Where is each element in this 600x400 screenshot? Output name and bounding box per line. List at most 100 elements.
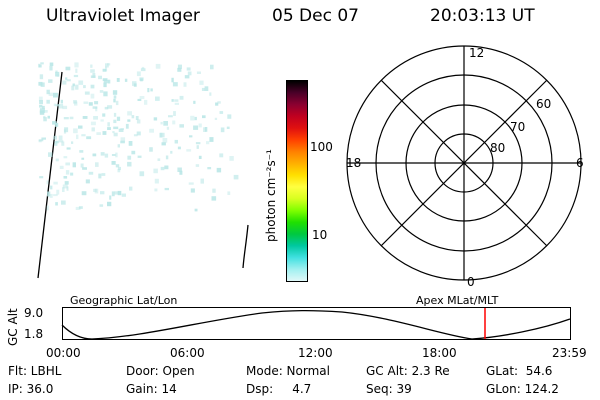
aurora-speckle: [53, 135, 57, 140]
aurora-speckle: [108, 79, 111, 84]
aurora-speckle: [160, 132, 165, 138]
earth-limb-left: [37, 71, 63, 279]
aurora-speckle: [43, 110, 48, 113]
aurora-speckle: [190, 188, 195, 193]
aurora-speckle: [64, 127, 69, 133]
aurora-speckle: [112, 131, 115, 134]
aurora-speckle: [95, 107, 98, 112]
aurora-speckle: [149, 128, 154, 133]
aurora-speckle: [62, 184, 68, 189]
timeline-plot: [61, 307, 571, 340]
aurora-speckle: [92, 153, 97, 157]
polar-label-12: 12: [469, 46, 485, 60]
timeline-xtick-1: 06:00: [170, 346, 205, 360]
aurora-speckle: [73, 100, 77, 104]
aurora-speckle: [115, 164, 120, 168]
aurora-speckle: [113, 132, 118, 137]
aurora-speckle: [116, 116, 121, 121]
aurora-speckle: [48, 152, 53, 157]
aurora-speckle: [227, 114, 232, 119]
aurora-speckle: [92, 106, 98, 109]
aurora-speckle: [41, 137, 46, 140]
aurora-speckle: [124, 78, 128, 82]
aurora-speckle: [49, 65, 53, 71]
polar-ring-70: 70: [510, 120, 526, 134]
aurora-speckle: [65, 77, 68, 80]
aurora-speckle: [62, 80, 67, 85]
aurora-speckle: [60, 99, 63, 104]
aurora-speckle: [39, 100, 43, 105]
aurora-speckle: [127, 119, 131, 122]
aurora-speckle: [103, 91, 108, 97]
aurora-speckle: [46, 205, 49, 211]
aurora-speckle: [72, 162, 76, 168]
timeline-xtick-2: 12:00: [298, 346, 333, 360]
aurora-speckle: [117, 168, 121, 173]
aurora-speckle: [117, 144, 120, 148]
aurora-speckle: [62, 105, 68, 110]
date-label: 05 Dec 07: [272, 6, 359, 26]
aurora-speckle: [127, 161, 132, 167]
info-glat: GLat: 54.6: [486, 364, 553, 378]
aurora-speckle: [94, 188, 99, 194]
aurora-speckle: [136, 71, 141, 77]
aurora-speckle: [78, 80, 84, 85]
aurora-speckle: [201, 87, 205, 91]
aurora-speckle: [105, 63, 109, 68]
aurora-speckle: [81, 157, 85, 160]
aurora-speckle: [121, 193, 126, 197]
polar-grid: [346, 45, 582, 281]
aurora-speckle: [73, 128, 78, 134]
aurora-speckle: [141, 66, 145, 69]
aurora-speckle: [174, 139, 178, 144]
aurora-speckle: [95, 162, 99, 167]
aurora-speckle: [93, 116, 98, 120]
aurora-speckle: [206, 141, 210, 145]
aurora-speckle: [204, 127, 208, 132]
aurora-speckle: [166, 126, 170, 130]
aurora-speckle: [63, 176, 68, 179]
aurora-speckle: [47, 115, 50, 119]
aurora-speckle: [107, 127, 111, 130]
colorbar: [286, 80, 308, 282]
aurora-speckle: [193, 100, 196, 104]
aurora-speckle: [193, 125, 199, 130]
aurora-speckle: [196, 71, 201, 74]
aurora-speckle: [63, 117, 69, 120]
aurora-speckle: [46, 99, 50, 104]
aurora-speckle: [39, 104, 43, 108]
aurora-speckle: [127, 155, 132, 160]
aurora-speckle: [179, 124, 184, 128]
aurora-speckle: [88, 102, 93, 106]
info-dsp: Dsp: 4.7: [246, 382, 312, 396]
aurora-speckle: [86, 136, 92, 140]
timeline-ytick-high: 9.0: [24, 306, 44, 320]
aurora-speckle: [41, 105, 45, 109]
info-glon: GLon: 124.2: [486, 382, 559, 396]
aurora-speckle: [79, 150, 84, 153]
info-seq: Seq: 39: [366, 382, 412, 396]
aurora-speckle: [104, 153, 109, 158]
aurora-speckle: [226, 126, 230, 129]
aurora-speckle: [54, 141, 58, 146]
aurora-speckle: [107, 122, 110, 127]
aurora-speckle: [65, 162, 70, 166]
aurora-speckle: [190, 115, 195, 121]
aurora-speckle: [102, 78, 108, 82]
aurora-speckle: [58, 140, 64, 143]
info-door: Door: Open: [126, 364, 195, 378]
aurora-speckle: [104, 106, 109, 110]
aurora-speckle: [101, 173, 106, 176]
aurora-speckle: [55, 104, 60, 107]
aurora-speckle: [66, 186, 69, 191]
timeline-left-caption: Geographic Lat/Lon: [70, 294, 178, 307]
aurora-speckle: [136, 119, 141, 124]
aurora-speckle: [160, 166, 165, 171]
timeline-xtick-4: 23:59: [552, 346, 587, 360]
aurora-speckle: [155, 96, 160, 101]
aurora-speckle: [219, 111, 224, 114]
aurora-speckle: [113, 98, 116, 103]
info-filter: Flt: LBHL: [8, 364, 62, 378]
aurora-speckle: [91, 127, 95, 132]
aurora-speckle: [131, 150, 136, 155]
